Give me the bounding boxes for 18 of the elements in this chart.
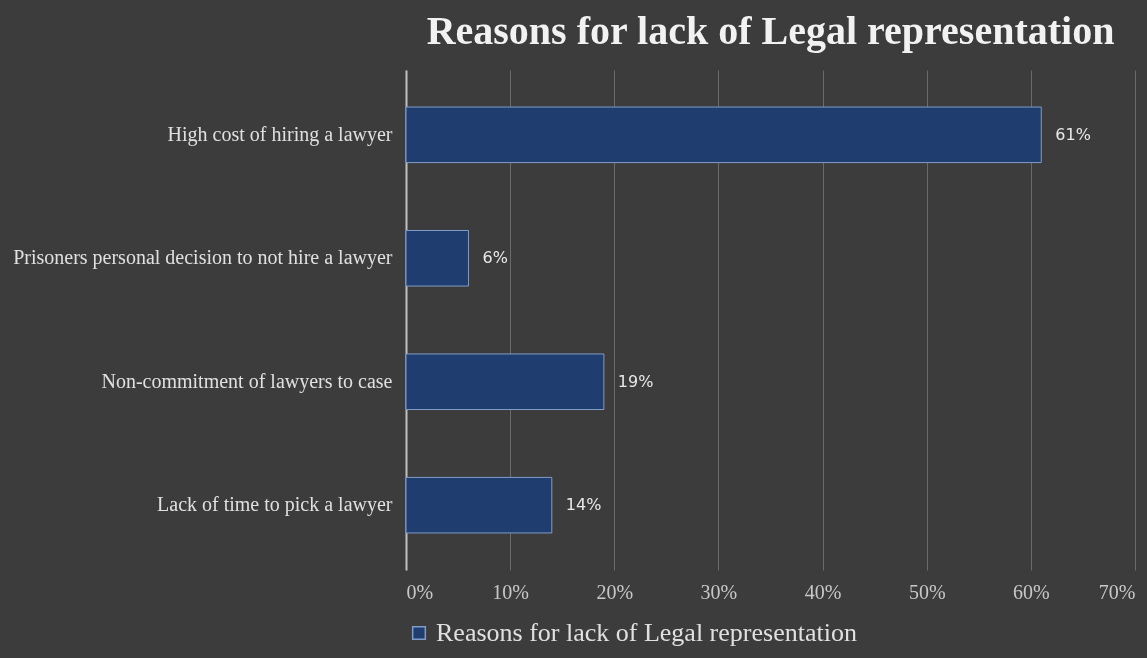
data-label: 6% (482, 248, 508, 268)
data-label: 61% (1055, 124, 1091, 144)
x-tick-label: 40% (804, 580, 842, 603)
data-label: 19% (617, 371, 654, 391)
x-tick-label: 30% (700, 580, 738, 603)
y-tick-label: Non-commitment of lawyers to case (101, 369, 393, 393)
x-tick-label: 70% (1098, 580, 1136, 603)
x-tick-label: 60% (1013, 580, 1050, 603)
chart-title: Reasons for lack of Legal representation (426, 8, 1115, 53)
y-tick-label: High cost of hiring a lawyer (167, 122, 393, 146)
x-tick-label: 50% (908, 580, 946, 603)
x-tick-label: 0% (406, 580, 434, 603)
x-tick-label: 20% (596, 580, 634, 603)
x-tick-label: 10% (492, 580, 529, 603)
data-label: 14% (565, 495, 602, 515)
y-tick-label: Lack of time to pick a lawyer (157, 493, 393, 517)
legend-label: Reasons for lack of Legal representation (436, 618, 857, 647)
y-tick-label: Prisoners personal decision to not hire a lawyer (13, 246, 393, 270)
